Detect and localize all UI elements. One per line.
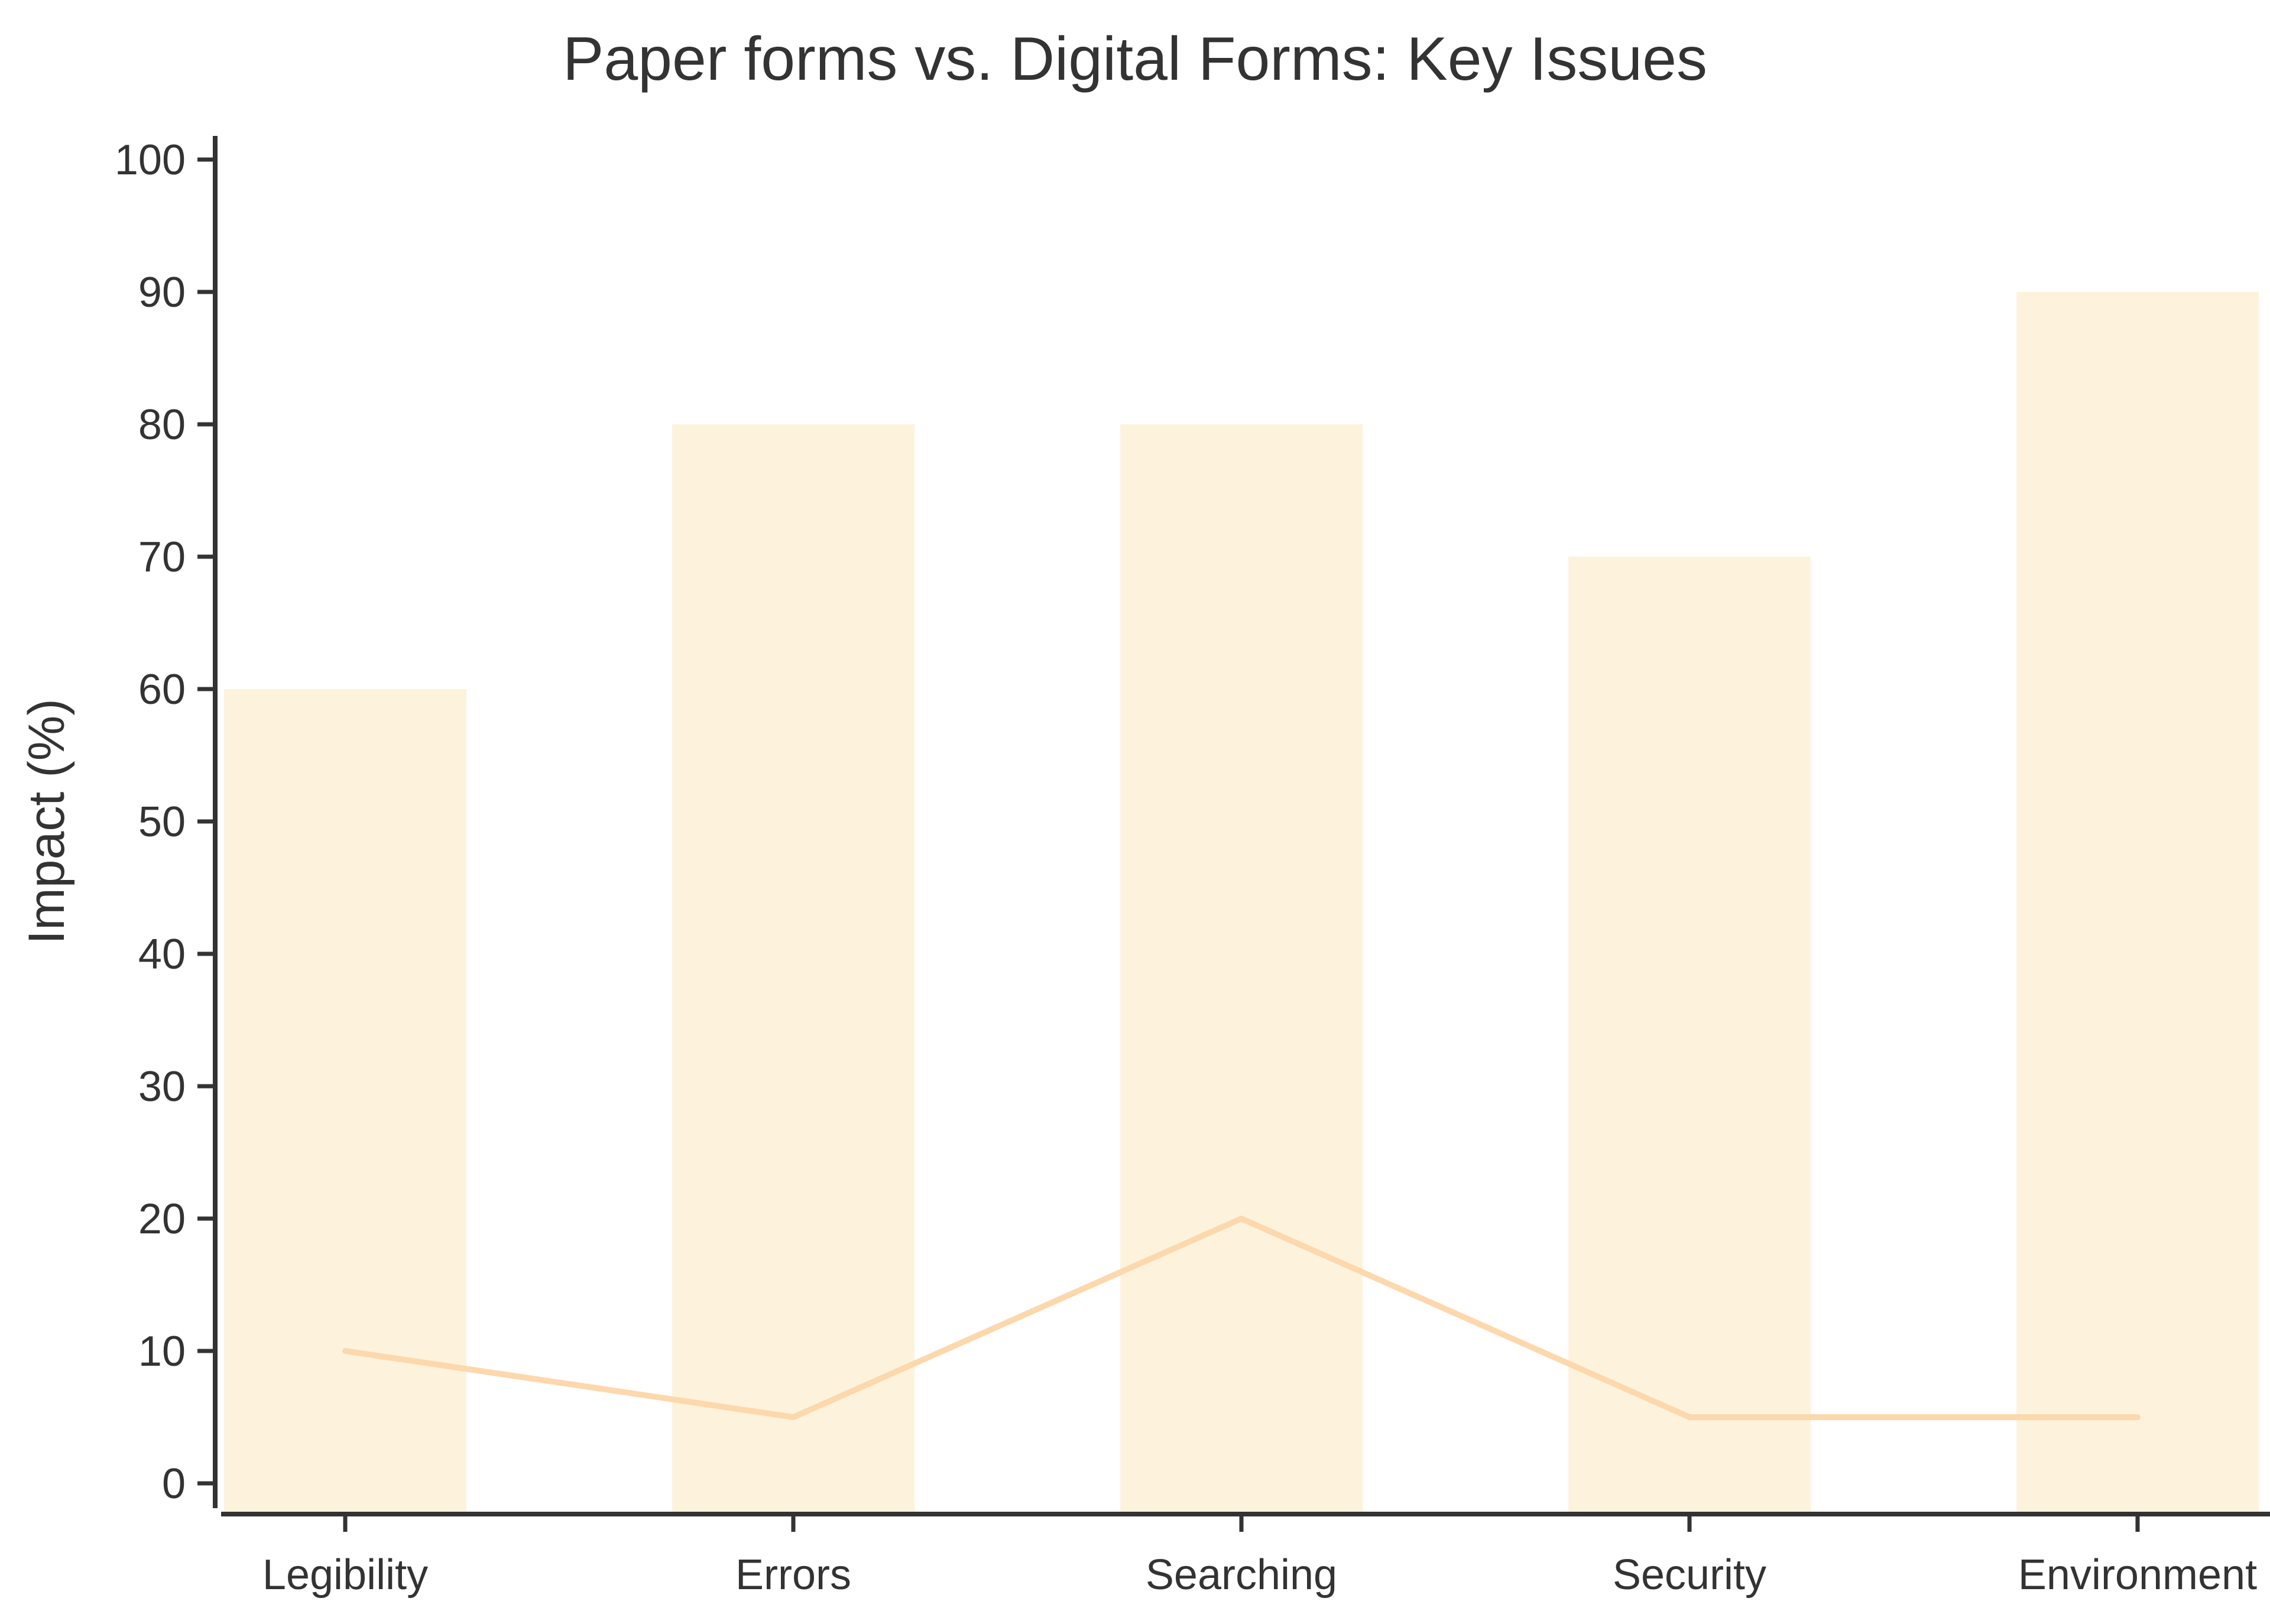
x-tick-label-legibility: Legibility [262,1551,428,1599]
y-tick-label: 60 [138,666,186,713]
axes-layer: 0 10 20 30 40 50 60 70 80 90 100 Legibility Errors Se… [115,136,2270,1599]
line-point-errors [792,1415,795,1419]
line-layer [342,1216,2141,1420]
y-tick-label: 30 [138,1063,186,1110]
bar-legibility [224,689,466,1514]
bar-errors [672,424,915,1514]
x-tick-label-searching: Searching [1146,1551,1337,1599]
y-tick-label: 10 [138,1328,186,1375]
line-point-security [1688,1415,1691,1419]
y-axis-label: Impact (%) [18,699,75,944]
chart-title: Paper forms vs. Digital Forms: Key Issue… [563,25,1707,93]
x-tick-label-errors: Errors [735,1551,851,1599]
y-tick-label: 40 [138,931,186,978]
bar-searching [1120,424,1363,1514]
line-point-legibility [343,1349,347,1353]
bar-security [1568,557,1811,1514]
y-tick-label: 70 [138,534,186,581]
y-tick-label: 50 [138,798,186,846]
y-tick-label: 20 [138,1196,186,1243]
x-tick-label-environment: Environment [2018,1551,2257,1599]
y-tick-label: 90 [138,269,186,316]
y-tick-label: 0 [162,1460,186,1508]
y-tick-label: 100 [115,137,186,184]
x-tick-label-security: Security [1613,1551,1766,1599]
line-point-searching [1240,1217,1243,1220]
bars-layer [224,292,2259,1514]
bar-environment [2016,292,2259,1514]
line-point-environment [2136,1415,2139,1419]
y-tick-label: 80 [138,401,186,449]
